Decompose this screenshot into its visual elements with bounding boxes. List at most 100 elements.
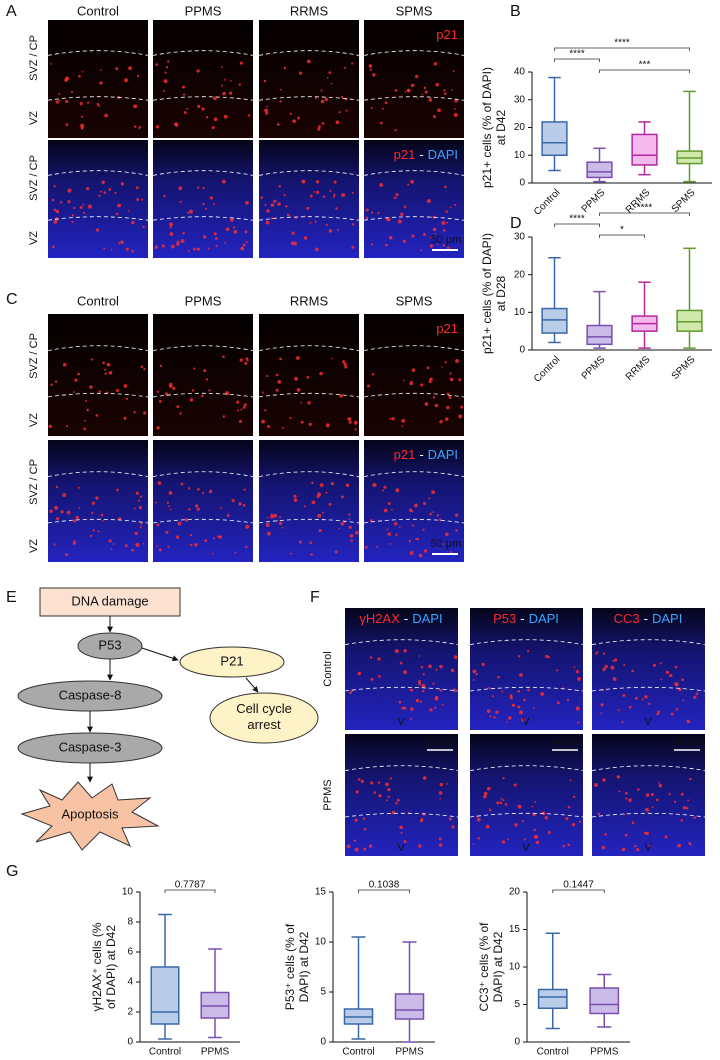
- cell-signal: [163, 79, 168, 84]
- cell-signal: [53, 208, 57, 212]
- cell-signal: [441, 703, 444, 706]
- cell-signal: [472, 669, 477, 674]
- cell-signal: [100, 513, 104, 517]
- cell-signal: [136, 75, 140, 78]
- significance-label: 0.1038: [369, 880, 400, 891]
- cell-signal: [189, 398, 194, 402]
- cell-signal: [451, 825, 455, 829]
- micrograph: [47, 440, 149, 562]
- x-tick-label: PPMS: [201, 1047, 230, 1058]
- cell-signal: [131, 249, 135, 253]
- cell-signal: [77, 486, 80, 489]
- cell-signal: [139, 526, 142, 529]
- cell-signal: [363, 847, 367, 851]
- cell-signal: [386, 799, 389, 802]
- cell-signal: [420, 249, 423, 252]
- cell-signal: [65, 99, 69, 104]
- cell-signal: [492, 695, 494, 698]
- cell-signal: [123, 416, 127, 420]
- cell-signal: [534, 800, 537, 803]
- region-boundary: [47, 50, 149, 56]
- cell-signal: [449, 206, 452, 209]
- cell-signal: [329, 189, 332, 192]
- cell-signal: [680, 819, 683, 822]
- cell-signal: [333, 180, 337, 184]
- cell-signal: [388, 235, 393, 240]
- cell-signal: [265, 523, 270, 527]
- cell-signal: [602, 667, 606, 672]
- region-boundary: [152, 471, 254, 477]
- cell-signal: [338, 111, 341, 114]
- cell-signal: [110, 548, 113, 551]
- cell-signal: [345, 483, 350, 487]
- cell-signal: [157, 390, 160, 393]
- cell-signal: [175, 535, 180, 539]
- image-background: [259, 440, 359, 562]
- y-axis-label: DAPI) at D42: [297, 931, 311, 1002]
- cell-signal: [422, 776, 427, 780]
- cell-signal: [429, 708, 433, 712]
- cell-signal: [309, 194, 313, 198]
- y-tick-label: 10: [509, 962, 521, 973]
- cell-signal: [428, 97, 433, 102]
- cell-signal: [265, 220, 270, 225]
- cell-signal: [202, 235, 207, 239]
- cell-signal: [170, 244, 175, 249]
- cell-signal: [449, 372, 452, 375]
- cell-signal: [197, 487, 200, 491]
- region-boundary: [47, 471, 149, 477]
- column-header: SPMS: [396, 293, 433, 308]
- cell-signal: [514, 823, 518, 827]
- cell-signal: [333, 195, 336, 198]
- cell-signal: [602, 778, 606, 782]
- region-boundary: [258, 50, 360, 56]
- cell-signal: [353, 839, 357, 842]
- y-tick-label: 20: [509, 887, 521, 898]
- cell-signal: [75, 515, 80, 520]
- cell-signal: [308, 422, 312, 426]
- cell-signal: [133, 507, 136, 510]
- micrograph: [469, 608, 584, 730]
- cell-signal: [319, 371, 323, 376]
- cell-signal: [370, 781, 374, 785]
- cell-signal: [209, 196, 213, 200]
- cell-signal: [79, 206, 83, 210]
- cell-signal: [169, 226, 172, 229]
- cell-signal: [408, 539, 412, 543]
- cell-signal: [182, 93, 186, 96]
- cell-signal: [242, 243, 246, 247]
- node-label-line: arrest: [247, 717, 281, 732]
- cell-signal: [158, 400, 162, 403]
- cell-signal: [225, 227, 230, 232]
- y-axis-label: of DAPI) at D42: [104, 925, 118, 1009]
- cell-signal: [448, 395, 452, 400]
- cell-signal: [693, 816, 696, 819]
- cell-signal: [77, 372, 80, 376]
- cell-signal: [298, 71, 303, 75]
- cell-signal: [387, 788, 391, 792]
- panel-label: C: [6, 291, 18, 308]
- cell-signal: [648, 702, 651, 706]
- cell-signal: [434, 706, 437, 709]
- cell-signal: [475, 673, 478, 676]
- cell-signal: [338, 527, 341, 530]
- cell-signal: [353, 420, 358, 425]
- cell-signal: [138, 505, 143, 510]
- cell-signal: [577, 677, 581, 681]
- significance-label: ****: [637, 203, 653, 214]
- image-background: [345, 734, 458, 856]
- cell-signal: [422, 501, 427, 506]
- cell-signal: [307, 401, 311, 405]
- cell-signal: [596, 651, 599, 654]
- cell-signal: [211, 126, 215, 130]
- cell-signal: [142, 542, 145, 545]
- cell-signal: [177, 521, 182, 526]
- cell-signal: [631, 821, 635, 825]
- cell-signal: [426, 199, 431, 204]
- y-tick-label: 0: [320, 1037, 326, 1048]
- cell-signal: [521, 820, 524, 823]
- cell-signal: [53, 543, 56, 546]
- cell-signal: [360, 779, 364, 783]
- region-boundary: [152, 170, 254, 176]
- cell-signal: [370, 243, 373, 246]
